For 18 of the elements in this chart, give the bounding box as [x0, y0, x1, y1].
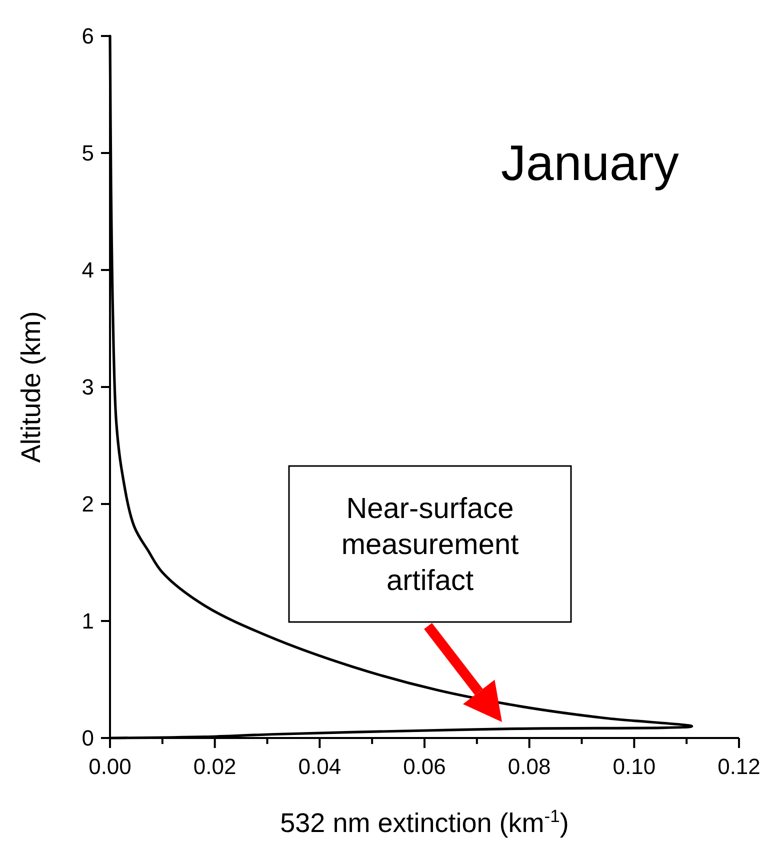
y-tick-label: 0 [82, 726, 94, 751]
text: January [501, 135, 679, 191]
y-tick-label: 6 [82, 24, 94, 49]
y-tick-label: 1 [82, 608, 94, 634]
x-tick-label: 0.00 [88, 754, 132, 779]
y-axis-title: Altitude (km) [16, 311, 46, 463]
y-tick-label: 3 [82, 374, 94, 400]
x-tick-label: 0.12 [718, 754, 760, 779]
y-tick-label: 5 [82, 140, 94, 166]
x-tick-label: 0.04 [298, 754, 342, 779]
annotation: Near-surface measurement artifact [341, 493, 519, 597]
x-axis-title: 532 nm extinction (km$^{-1}$) [280, 806, 569, 838]
x-tick-label: 0.08 [508, 754, 551, 779]
y-tick-label: 4 [82, 258, 94, 283]
x-tick-label: 0.06 [403, 754, 446, 779]
y-tick-label: 2 [82, 492, 94, 517]
x-tick-label: 0.02 [193, 754, 236, 779]
x-tick-label: 0.10 [612, 754, 656, 779]
